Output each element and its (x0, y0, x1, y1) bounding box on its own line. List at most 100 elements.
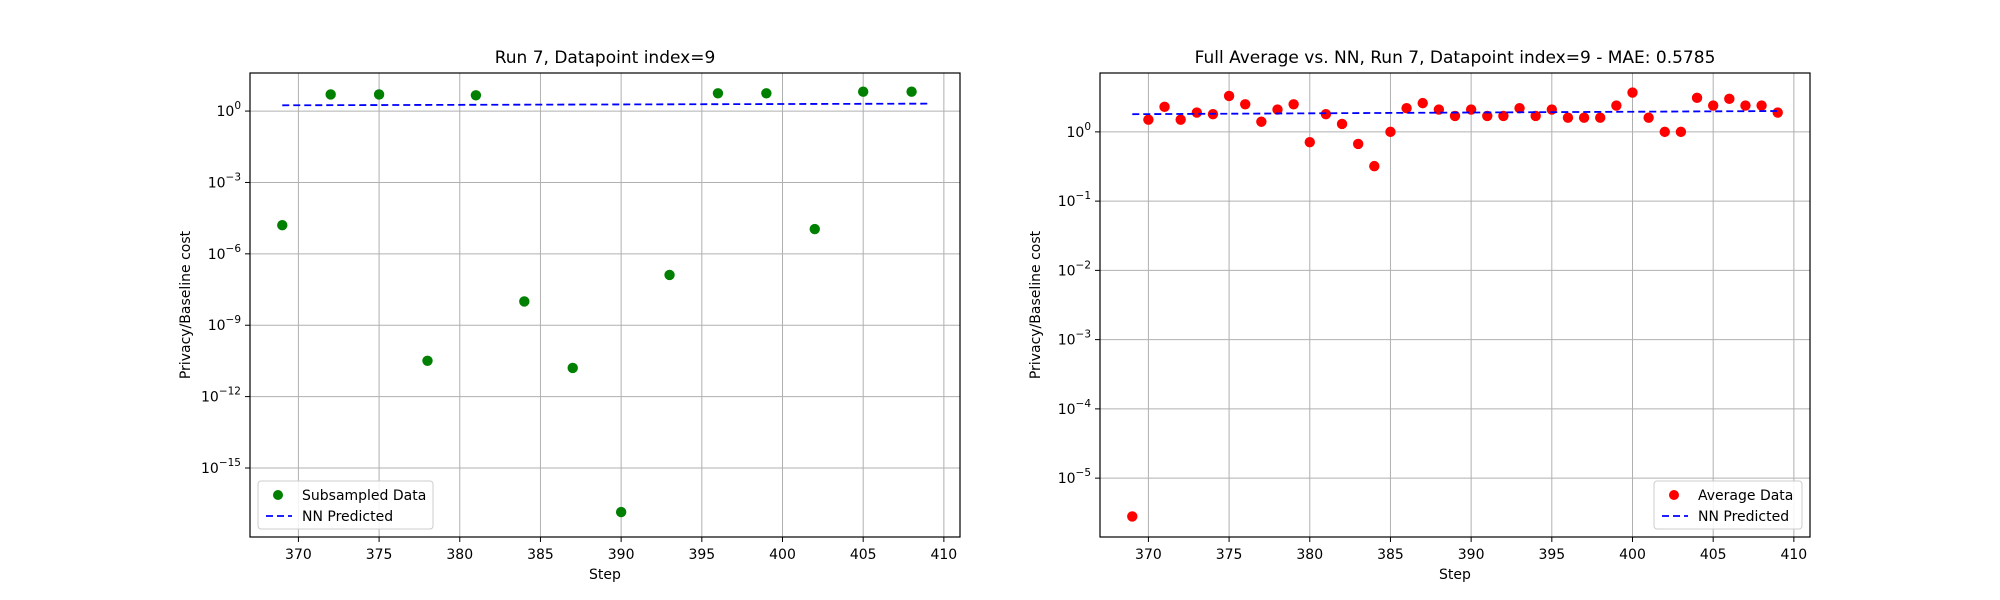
y-tick-label: 10−9 (208, 314, 241, 334)
data-point (809, 223, 820, 235)
data-point (1320, 108, 1332, 120)
data-point (277, 219, 288, 231)
x-tick-label: 405 (1700, 547, 1727, 563)
data-point (1691, 92, 1703, 104)
data-point (1659, 126, 1670, 138)
data-point (1772, 107, 1783, 118)
data-point (325, 89, 336, 100)
subplot-left: 370 375 380 385 390 395 400 405 410 100 10−3 10−6 10… (178, 48, 961, 583)
data-point (1417, 97, 1428, 109)
nn-predicted-line (1132, 110, 1778, 116)
data-point (857, 86, 869, 97)
right-ticks: 370 375 380 385 390 395 400 405 410 100 10−1 10−2 10… (1058, 121, 1808, 563)
data-point (422, 355, 433, 366)
left-y-axis-label: Privacy/Baseline cost (178, 230, 194, 379)
data-point (1304, 136, 1315, 148)
data-point (906, 86, 917, 97)
data-point (1562, 112, 1574, 123)
x-tick-label: 410 (930, 547, 957, 563)
x-tick-label: 400 (1619, 547, 1646, 563)
x-tick-label: 390 (1458, 547, 1485, 563)
right-chart-title: Full Average vs. NN, Run 7, Datapoint in… (1195, 48, 1716, 68)
data-point (1578, 112, 1590, 123)
data-point (1256, 116, 1267, 127)
x-tick-label: 405 (850, 547, 877, 563)
right-x-axis-label: Step (1439, 567, 1471, 583)
data-point (1401, 102, 1412, 114)
right-series (1127, 87, 1783, 522)
data-point (1191, 107, 1203, 118)
x-tick-label: 375 (1216, 547, 1243, 563)
y-tick-label: 10−2 (1058, 259, 1091, 279)
left-legend-label-nn: NN Predicted (302, 509, 393, 525)
data-point (1643, 112, 1654, 123)
data-point (1143, 114, 1154, 125)
data-point (1724, 93, 1735, 105)
y-tick-label: 10−5 (1058, 467, 1091, 487)
data-point (1611, 100, 1622, 111)
data-point (1272, 104, 1283, 115)
data-point (519, 296, 530, 307)
x-tick-label: 380 (1296, 547, 1323, 563)
data-point (1530, 110, 1541, 122)
left-legend: Subsampled Data NN Predicted (257, 480, 434, 530)
data-point (1675, 126, 1687, 138)
left-chart-title: Run 7, Datapoint index=9 (495, 48, 716, 68)
data-point (1385, 126, 1396, 138)
subplot-right: 370 375 380 385 390 395 400 405 410 100 10−1 10−2 10… (1028, 48, 1811, 583)
left-grid (250, 73, 960, 537)
x-tick-label: 385 (527, 547, 554, 563)
left-legend-marker-subsampled (273, 490, 283, 500)
data-point (615, 506, 627, 518)
data-point (1756, 100, 1767, 111)
y-tick-label: 10−4 (1058, 398, 1092, 418)
data-point (470, 90, 482, 101)
data-point (567, 362, 578, 374)
data-point (1498, 110, 1509, 122)
x-tick-label: 400 (769, 547, 796, 563)
y-tick-label: 10−12 (201, 386, 241, 406)
nn-predicted-line (282, 102, 928, 107)
data-point (1288, 99, 1299, 110)
left-series (277, 86, 928, 518)
right-legend-marker-average (1669, 490, 1679, 500)
data-point (1159, 101, 1170, 113)
right-legend-label-nn: NN Predicted (1698, 509, 1789, 525)
data-point (1369, 160, 1380, 172)
y-tick-label: 100 (216, 100, 241, 120)
left-x-axis-label: Step (589, 567, 621, 583)
left-ticks: 370 375 380 385 390 395 400 405 410 100 10−3 10−6 10… (201, 100, 957, 563)
data-point (1546, 104, 1558, 115)
y-tick-label: 10−3 (208, 171, 241, 191)
right-grid (1100, 73, 1810, 537)
x-tick-label: 370 (1135, 547, 1162, 563)
data-point (1707, 100, 1719, 111)
y-tick-label: 100 (1066, 121, 1091, 141)
data-point (664, 269, 675, 281)
data-point (1175, 114, 1186, 125)
data-point (1595, 112, 1606, 123)
data-point (373, 89, 385, 100)
data-point (1740, 100, 1751, 111)
data-point (1240, 99, 1251, 110)
x-tick-label: 395 (1538, 547, 1565, 563)
left-legend-label-subsampled: Subsampled Data (302, 488, 426, 504)
x-tick-label: 410 (1780, 547, 1807, 563)
x-tick-label: 385 (1377, 547, 1404, 563)
data-point (1223, 90, 1235, 102)
x-tick-label: 395 (688, 547, 715, 563)
data-point (761, 88, 772, 99)
right-legend-box (1653, 480, 1803, 530)
data-point (1127, 511, 1138, 522)
data-point (712, 88, 724, 99)
left-legend-box (257, 480, 434, 530)
y-tick-label: 10−6 (208, 243, 242, 263)
right-axes-frame (1099, 72, 1811, 538)
right-legend-label-average: Average Data (1698, 488, 1793, 504)
y-tick-label: 10−1 (1058, 190, 1091, 210)
data-point (1336, 118, 1348, 130)
data-point (1627, 87, 1638, 98)
right-y-axis-label: Privacy/Baseline cost (1028, 230, 1044, 379)
left-axes-frame (249, 72, 961, 538)
